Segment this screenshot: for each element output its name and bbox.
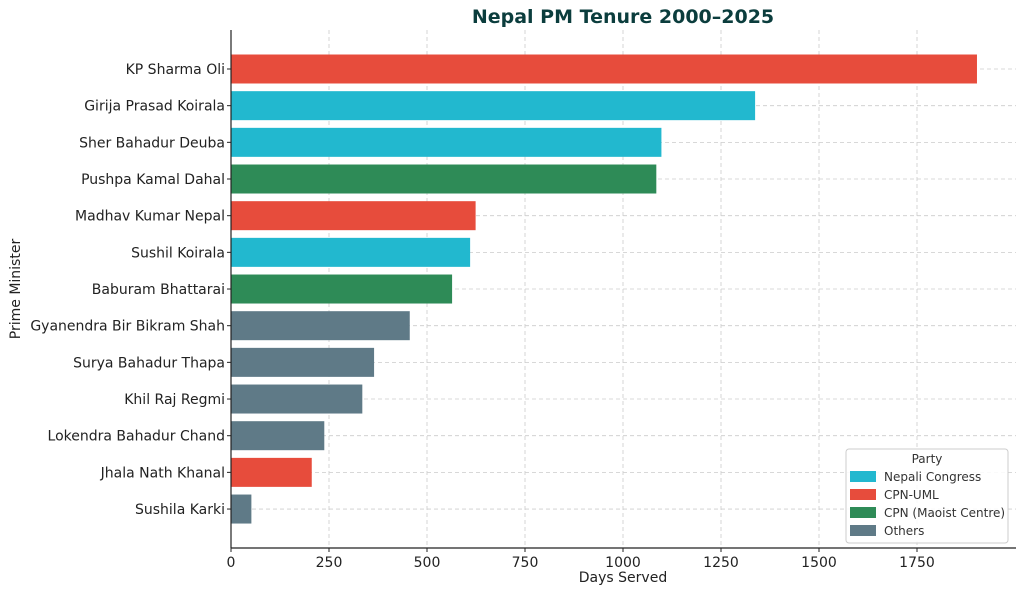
legend: Party Nepali Congress CPN-UML CPN (Maoist … (845, 448, 1009, 544)
legend-entry-label: Others (884, 524, 924, 538)
bar (231, 127, 662, 157)
legend-entry-label: Nepali Congress (884, 470, 981, 484)
x-tick-label: 750 (512, 555, 539, 571)
legend-title: Party (912, 452, 943, 466)
bar (231, 457, 312, 487)
bar (231, 494, 252, 524)
x-tick-label: 1750 (899, 555, 935, 571)
legend-entry-label: CPN-UML (884, 488, 939, 502)
y-tick-labels: KP Sharma Oli Girija Prasad Koirala Sher B… (30, 62, 231, 518)
legend-box (845, 448, 1009, 544)
y-tick-label: Sushila Karki (135, 502, 225, 518)
chart-title: Nepal PM Tenure 2000–2025 (472, 6, 774, 28)
y-tick-label: Sushil Koirala (131, 245, 225, 261)
y-tick-label: Jhala Nath Khanal (100, 465, 225, 481)
bar (231, 384, 363, 414)
y-tick-label: Sher Bahadur Deuba (79, 135, 225, 151)
legend-swatch (850, 471, 876, 482)
x-tick-label: 1500 (801, 555, 837, 571)
y-tick-label: Madhav Kumar Nepal (75, 209, 225, 225)
bar (231, 347, 375, 377)
legend-swatch (850, 525, 876, 536)
legend-entry-label: CPN (Maoist Centre) (884, 506, 1005, 520)
x-tick-label: 500 (414, 555, 441, 571)
y-tick-label: Baburam Bhattarai (92, 282, 225, 298)
bar (231, 54, 977, 84)
y-tick-label: Khil Raj Regmi (124, 392, 225, 408)
x-axis-label: Days Served (579, 570, 667, 586)
legend-swatch (850, 507, 876, 518)
y-tick-label: Gyanendra Bir Bikram Shah (30, 319, 225, 335)
x-tick-label: 1000 (605, 555, 641, 571)
y-tick-label: Surya Bahadur Thapa (73, 355, 225, 371)
bar (231, 91, 756, 121)
legend-swatch (850, 489, 876, 500)
bar (231, 311, 410, 341)
y-tick-label: Girija Prasad Koirala (84, 99, 225, 115)
bars (231, 54, 977, 524)
bar (231, 274, 453, 304)
y-axis-label: Prime Minister (8, 239, 24, 340)
y-tick-label: KP Sharma Oli (126, 62, 225, 78)
y-tick-label: Lokendra Bahadur Chand (48, 429, 225, 445)
x-tick-label: 0 (227, 555, 236, 571)
bar (231, 421, 325, 451)
x-tick-labels: 0 250 500 750 1000 1250 1500 1750 (227, 548, 935, 571)
bar (231, 164, 657, 194)
bar (231, 201, 476, 231)
x-tick-label: 250 (316, 555, 343, 571)
x-tick-label: 1250 (703, 555, 739, 571)
bar (231, 237, 471, 267)
y-tick-label: Pushpa Kamal Dahal (81, 172, 225, 188)
